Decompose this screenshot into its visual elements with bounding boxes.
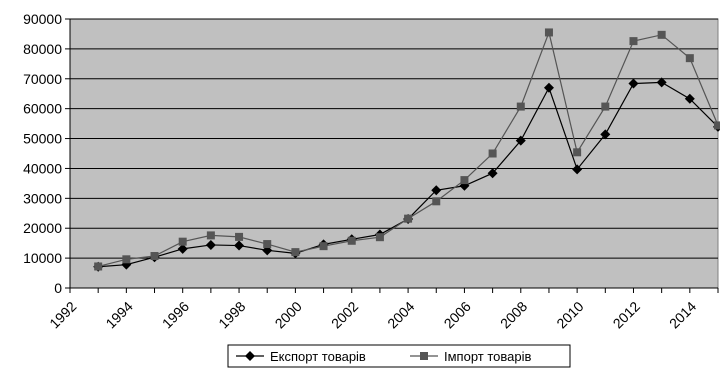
data-point [431, 185, 442, 196]
data-point [291, 248, 300, 257]
y-tick-label: 20000 [23, 220, 62, 236]
data-point [629, 37, 638, 46]
data-point [178, 237, 187, 246]
x-tick-label: 2010 [553, 298, 586, 331]
data-point [685, 54, 694, 63]
data-point [460, 176, 469, 185]
x-tick-label: 1992 [46, 298, 79, 331]
data-point [206, 231, 215, 240]
legend-label: Експорт товарів [270, 349, 366, 364]
x-tick-label: 2004 [384, 298, 417, 331]
data-point [628, 78, 639, 89]
data-point [714, 121, 720, 130]
y-tick-label: 70000 [23, 71, 62, 87]
data-point [263, 240, 272, 249]
data-point [657, 30, 666, 39]
data-point [600, 129, 611, 140]
y-tick-label: 60000 [23, 101, 62, 117]
data-point [516, 102, 525, 111]
data-point [544, 28, 553, 37]
y-tick-label: 40000 [23, 160, 62, 176]
data-point [656, 77, 667, 88]
y-tick-label: 10000 [23, 250, 62, 266]
data-point [347, 236, 356, 245]
legend-marker [420, 352, 428, 360]
y-tick-label: 0 [54, 280, 62, 296]
legend-label: Імпорт товарів [444, 349, 531, 364]
y-axis-ticks: 0 10000 20000 30000 40000 50000 60000 70000 8000… [23, 11, 71, 296]
data-point [601, 102, 610, 111]
legend: Експорт товарів Імпорт товарів [227, 344, 571, 368]
data-point [573, 148, 582, 157]
x-tick-label: 2006 [441, 298, 474, 331]
legend-box [227, 344, 571, 368]
x-axis-ticks: 1992 1994 1996 1998 2000 2002 2004 2006 2008 2010… [46, 287, 719, 332]
y-tick-label: 80000 [23, 41, 62, 57]
data-point [488, 149, 497, 158]
data-point [94, 262, 103, 271]
x-tick-label: 1994 [102, 298, 135, 331]
grid-lines [70, 18, 718, 289]
plot-area [69, 18, 719, 289]
data-point [543, 82, 554, 93]
y-tick-label: 30000 [23, 190, 62, 206]
data-point [235, 232, 244, 241]
data-point [684, 93, 695, 104]
x-tick-label: 2012 [610, 298, 643, 331]
data-point [487, 168, 498, 179]
data-point [319, 242, 328, 251]
data-point [205, 239, 216, 250]
series-group [93, 28, 720, 272]
data-point [234, 240, 245, 251]
data-point [177, 243, 188, 254]
data-point [572, 164, 583, 175]
x-tick-label: 2014 [666, 298, 699, 331]
y-tick-label: 90000 [23, 11, 62, 27]
data-point [150, 252, 159, 261]
data-point [432, 197, 441, 206]
x-tick-label: 1996 [159, 298, 192, 331]
x-tick-label: 2008 [497, 298, 530, 331]
x-tick-label: 2000 [272, 298, 305, 331]
data-point [404, 214, 413, 223]
y-tick-label: 50000 [23, 131, 62, 147]
data-point [122, 255, 131, 264]
data-point [515, 135, 526, 146]
x-tick-label: 1998 [215, 298, 248, 331]
legend-marker [245, 351, 255, 361]
x-tick-label: 2002 [328, 298, 361, 331]
data-point [375, 233, 384, 242]
